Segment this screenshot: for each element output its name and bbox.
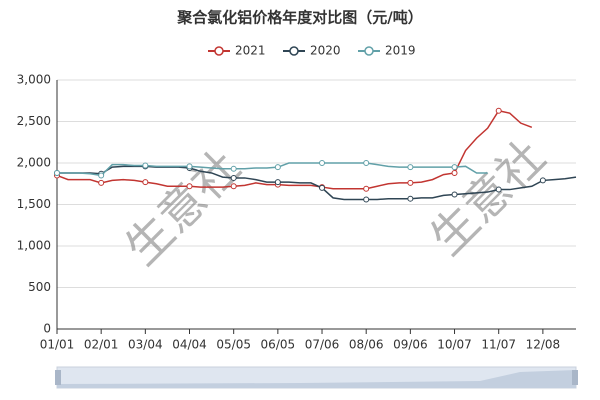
legend-symbol: [289, 46, 299, 56]
y-tick-label: 2,500: [17, 114, 51, 128]
legend-item[interactable]: 2020: [283, 44, 341, 58]
x-tick-label: 01/01: [40, 338, 75, 352]
watermark: 生意社: [420, 130, 556, 266]
point: [98, 172, 105, 179]
x-tick-label: 06/05: [261, 338, 296, 352]
point: [451, 191, 458, 198]
point: [407, 179, 414, 186]
point: [54, 169, 60, 176]
point: [186, 163, 193, 170]
zoom-handle[interactable]: [55, 370, 61, 385]
point: [363, 185, 370, 192]
x-tick-label: 10/07: [437, 338, 472, 352]
y-tick-label: 3,000: [17, 73, 51, 87]
point: [451, 169, 458, 176]
point: [363, 196, 370, 203]
series-line: [57, 162, 488, 177]
point: [319, 184, 326, 191]
x-tick-label: 12/08: [526, 338, 561, 352]
point: [274, 164, 281, 171]
point: [186, 183, 193, 190]
point: [539, 177, 546, 184]
watermark: 生意社: [115, 140, 251, 276]
y-tick-label: 1,500: [17, 197, 51, 211]
zoom-preview: [57, 370, 576, 388]
legend-label: 2020: [310, 44, 341, 58]
point: [495, 186, 502, 193]
point: [230, 165, 237, 172]
point: [495, 107, 502, 114]
legend-symbol: [214, 46, 224, 56]
y-tick-label: 2,000: [17, 156, 51, 170]
x-tick-label: 04/04: [172, 338, 207, 352]
y-tick-label: 1,000: [17, 239, 51, 253]
point: [451, 164, 458, 171]
legend-item[interactable]: 2021: [208, 44, 266, 58]
point: [142, 179, 149, 186]
x-tick-label: 07/06: [305, 338, 340, 352]
legend-label: 2021: [235, 44, 266, 58]
x-tick-label: 08/06: [349, 338, 384, 352]
x-tick-label: 03/04: [128, 338, 163, 352]
data-zoom[interactable]: [55, 366, 578, 389]
x-tick-label: 11/07: [481, 338, 516, 352]
point: [98, 179, 105, 186]
zoom-handle[interactable]: [572, 370, 578, 385]
point: [230, 174, 237, 181]
point: [142, 162, 149, 169]
x-tick-label: 09/06: [393, 338, 428, 352]
chart-title: 聚合氯化铝价格年度对比图（元/吨）: [176, 9, 422, 27]
point: [319, 160, 326, 166]
y-tick-label: 500: [28, 280, 51, 294]
legend-symbol: [364, 46, 374, 56]
point: [230, 183, 237, 190]
point: [407, 195, 414, 202]
y-tick-label: 0: [43, 322, 51, 336]
series-line: [56, 109, 533, 190]
legend-item[interactable]: 2019: [358, 44, 416, 58]
x-tick-label: 05/05: [216, 338, 251, 352]
x-tick-label: 02/01: [84, 338, 119, 352]
legend-label: 2019: [385, 44, 416, 58]
point: [274, 179, 281, 186]
point: [363, 160, 370, 166]
point: [407, 164, 414, 171]
